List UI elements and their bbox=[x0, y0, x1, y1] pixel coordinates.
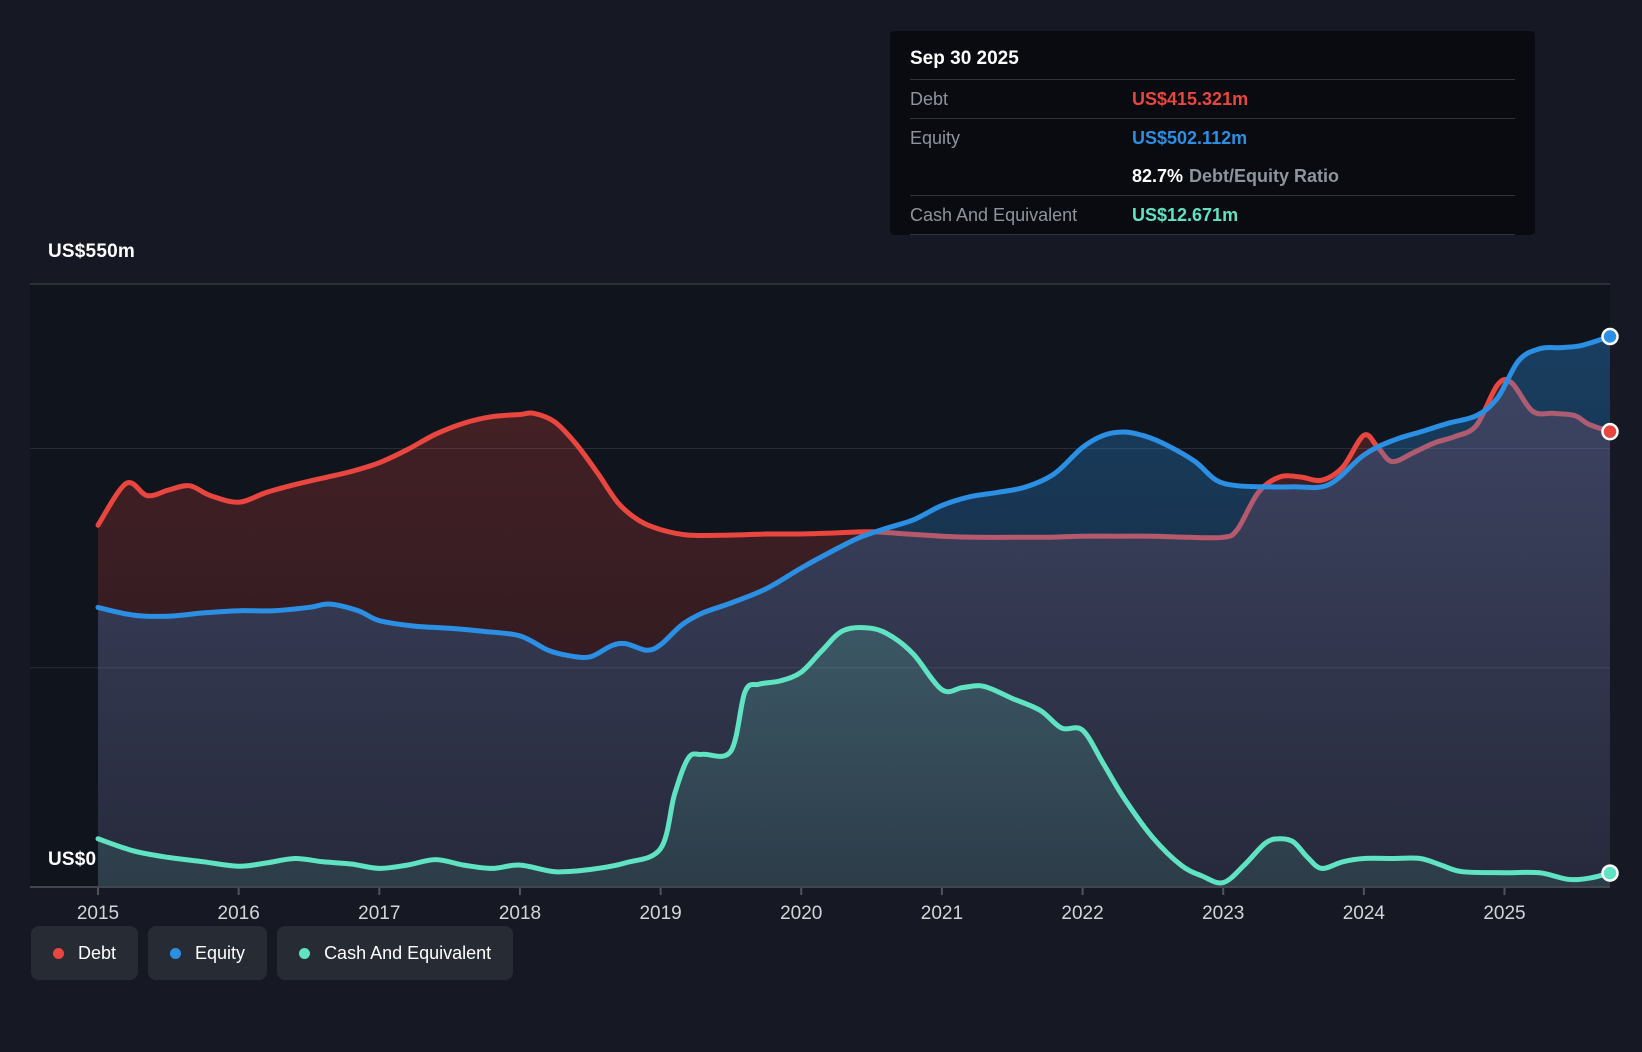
legend-cash-label: Cash And Equivalent bbox=[324, 943, 491, 964]
tooltip-ratio-row: 82.7% Debt/Equity Ratio bbox=[910, 157, 1515, 196]
tooltip-debt-value: US$415.321m bbox=[1132, 89, 1248, 110]
x-tick-label: 2024 bbox=[1343, 903, 1386, 924]
tooltip-debt-label: Debt bbox=[910, 89, 1132, 110]
y-axis-max-label: US$550m bbox=[48, 241, 135, 263]
x-tick-label: 2017 bbox=[358, 903, 400, 924]
legend-equity-label: Equity bbox=[195, 943, 245, 964]
chart-legend: Debt Equity Cash And Equivalent bbox=[31, 926, 513, 980]
equity-endpoint-marker[interactable] bbox=[1603, 329, 1618, 344]
equity-dot-icon bbox=[170, 948, 181, 959]
debt-endpoint-marker[interactable] bbox=[1603, 424, 1618, 439]
balance-sheet-history-chart: 2015 2016 2017 2018 2019 2020 2021 2022 2023 2024… bbox=[0, 0, 1642, 1052]
tooltip-cash-row: Cash And Equivalent US$12.671m bbox=[910, 196, 1515, 235]
chart-tooltip: Sep 30 2025 Debt US$415.321m Equity US$5… bbox=[890, 31, 1535, 235]
tooltip-ratio-value: 82.7% bbox=[1132, 166, 1183, 187]
tooltip-equity-label: Equity bbox=[910, 128, 1132, 149]
x-tick-label: 2019 bbox=[639, 903, 681, 924]
x-tick-label: 2018 bbox=[499, 903, 541, 924]
debt-dot-icon bbox=[53, 948, 64, 959]
legend-item-debt[interactable]: Debt bbox=[31, 926, 138, 980]
tooltip-cash-value: US$12.671m bbox=[1132, 205, 1238, 226]
tooltip-ratio-label: Debt/Equity Ratio bbox=[1189, 166, 1339, 187]
x-tick-label: 2025 bbox=[1483, 903, 1525, 924]
x-tick-label: 2016 bbox=[218, 903, 260, 924]
tooltip-cash-label: Cash And Equivalent bbox=[910, 205, 1132, 226]
x-tick-label: 2021 bbox=[921, 903, 963, 924]
tooltip-debt-row: Debt US$415.321m bbox=[910, 80, 1515, 119]
x-tick-label: 2015 bbox=[77, 903, 119, 924]
y-axis-zero-label: US$0 bbox=[48, 849, 96, 871]
x-tick-label: 2020 bbox=[780, 903, 822, 924]
cash-endpoint-marker[interactable] bbox=[1603, 866, 1618, 881]
x-tick-label: 2023 bbox=[1202, 903, 1244, 924]
tooltip-equity-row: Equity US$502.112m bbox=[910, 119, 1515, 157]
legend-item-equity[interactable]: Equity bbox=[148, 926, 267, 980]
tooltip-equity-value: US$502.112m bbox=[1132, 128, 1247, 149]
cash-dot-icon bbox=[299, 948, 310, 959]
legend-item-cash[interactable]: Cash And Equivalent bbox=[277, 926, 513, 980]
x-tick-label: 2022 bbox=[1061, 903, 1103, 924]
legend-debt-label: Debt bbox=[78, 943, 116, 964]
tooltip-date: Sep 30 2025 bbox=[910, 39, 1515, 80]
